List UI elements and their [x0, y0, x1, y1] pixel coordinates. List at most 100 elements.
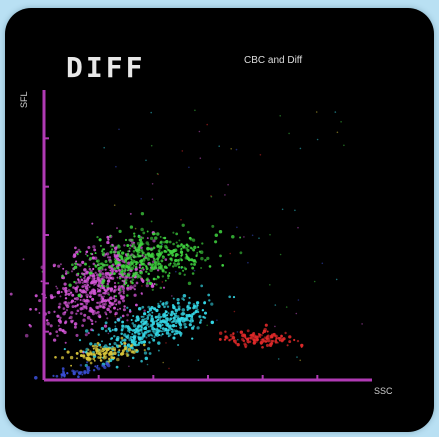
data-point: [98, 352, 102, 356]
data-point: [96, 364, 99, 367]
data-point: [74, 300, 77, 303]
data-point: [99, 359, 103, 362]
data-point: [117, 244, 120, 247]
data-point: [121, 326, 125, 330]
data-point: [164, 279, 167, 282]
data-point: [168, 240, 172, 244]
data-point: [157, 249, 161, 253]
data-point: [174, 321, 178, 325]
data-point: [116, 318, 121, 322]
data-point: [104, 348, 107, 351]
data-point: [107, 276, 111, 280]
data-point: [164, 309, 167, 312]
data-point: [92, 329, 95, 332]
data-point: [288, 132, 290, 135]
data-point: [153, 328, 157, 331]
data-point: [135, 316, 140, 320]
data-point: [169, 326, 172, 330]
data-point: [76, 303, 79, 306]
data-point: [86, 366, 89, 370]
data-point: [126, 286, 130, 290]
data-point: [313, 280, 316, 283]
data-point: [144, 253, 147, 257]
data-point: [187, 301, 191, 305]
data-point: [47, 311, 51, 314]
data-point: [95, 305, 99, 309]
data-point: [112, 245, 115, 248]
data-point: [162, 361, 164, 364]
data-point: [159, 262, 162, 266]
data-point: [266, 330, 269, 333]
data-point: [174, 259, 177, 262]
data-point: [103, 299, 108, 303]
data-point: [92, 262, 96, 266]
data-point: [45, 296, 47, 299]
data-point: [79, 302, 83, 306]
data-point: [123, 338, 127, 342]
data-point: [80, 278, 84, 282]
data-point: [143, 312, 147, 316]
data-point: [98, 315, 102, 319]
data-point: [231, 234, 235, 239]
data-point: [59, 295, 62, 298]
data-point: [98, 301, 102, 305]
data-point: [81, 324, 84, 327]
data-point: [60, 356, 65, 360]
data-point: [109, 269, 112, 272]
data-point: [232, 332, 235, 335]
data-point: [52, 263, 57, 268]
data-point: [49, 324, 53, 328]
data-point: [125, 261, 128, 264]
data-point: [59, 263, 62, 266]
data-point: [268, 343, 273, 347]
data-point: [118, 229, 122, 233]
data-point: [165, 239, 169, 244]
data-point: [183, 273, 186, 276]
data-point: [234, 342, 238, 345]
data-point: [99, 244, 102, 247]
data-point: [124, 278, 128, 282]
data-point: [76, 309, 80, 313]
data-point: [160, 251, 164, 254]
data-point: [67, 301, 71, 305]
data-point: [103, 291, 107, 295]
data-point: [280, 334, 283, 338]
data-point: [224, 194, 226, 196]
data-point: [239, 251, 243, 255]
data-point: [105, 284, 110, 289]
data-point: [187, 281, 192, 286]
data-point: [158, 246, 163, 250]
data-point: [164, 327, 168, 332]
data-point: [131, 243, 135, 247]
data-point: [86, 254, 89, 257]
data-point: [116, 308, 119, 311]
data-point: [124, 258, 128, 262]
data-point: [89, 274, 92, 277]
data-point: [122, 280, 124, 282]
data-point: [67, 289, 71, 292]
data-point: [162, 320, 165, 324]
data-point: [133, 288, 136, 291]
data-point: [180, 254, 183, 257]
data-point: [174, 314, 178, 319]
data-point: [66, 350, 70, 354]
data-point: [102, 356, 107, 360]
data-point: [219, 331, 223, 335]
data-point: [116, 227, 118, 230]
data-point: [150, 267, 154, 270]
data-point: [87, 276, 91, 280]
data-point: [155, 308, 159, 313]
data-point: [294, 209, 296, 212]
data-point: [124, 325, 128, 329]
data-point: [185, 326, 188, 329]
data-point: [130, 350, 134, 354]
data-point: [157, 314, 161, 319]
data-point: [86, 371, 90, 375]
data-point: [316, 138, 319, 141]
data-point: [67, 292, 71, 296]
data-point: [69, 355, 74, 360]
data-point: [79, 312, 83, 315]
data-point: [162, 286, 166, 289]
data-point: [178, 239, 181, 242]
data-point: [58, 302, 62, 306]
